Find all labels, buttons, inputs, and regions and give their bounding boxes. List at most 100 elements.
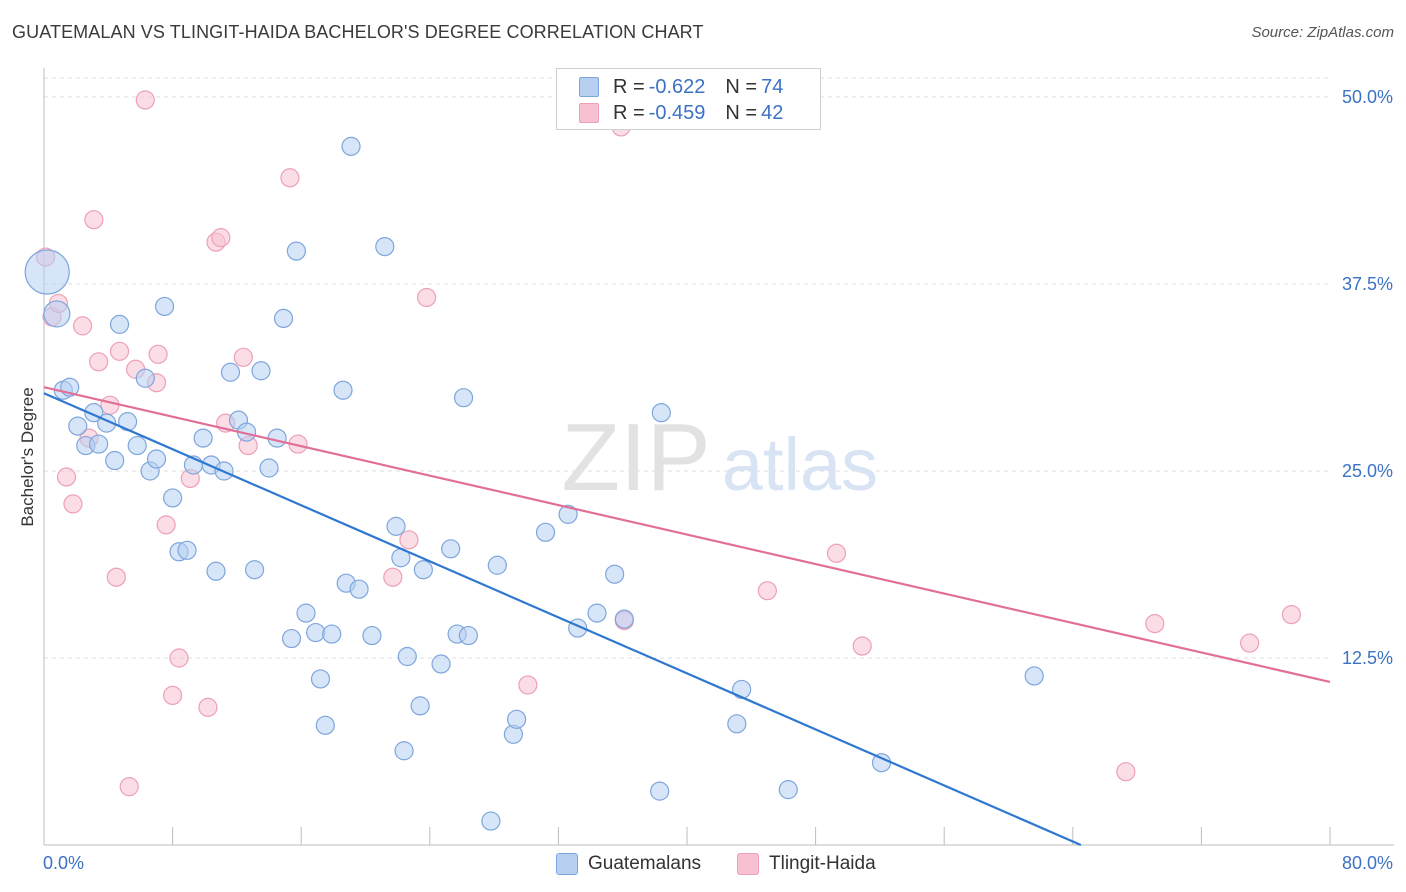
legend-n-value: 74 — [761, 75, 784, 98]
trend-lines — [43, 386, 1331, 847]
tlingit-haida-point — [148, 344, 168, 364]
guatemalans-point — [220, 362, 241, 382]
guatemalans-point — [127, 435, 147, 456]
x-tick-label: 0.0% — [43, 853, 84, 873]
tlingit-haida-point — [135, 90, 155, 110]
guatemalans-trend-line — [43, 392, 1082, 847]
guatemalans-point — [333, 380, 353, 400]
guatemalans-point — [315, 715, 335, 735]
bottom-legend-swatch-guatemalans — [556, 853, 578, 875]
tlingit-haida-point — [280, 168, 300, 188]
guatemalans-point — [362, 625, 382, 646]
tlingit-haida-point — [163, 685, 183, 706]
guatemalans-point — [177, 540, 197, 560]
tlingit-haida-point — [89, 352, 109, 372]
guatemalans-point — [587, 603, 607, 623]
y-axis-label: Bachelor's Degree — [18, 387, 37, 526]
guatemalans-point — [507, 709, 527, 729]
bottom-legend-swatch-tlingit — [737, 853, 759, 875]
guatemalans-point — [727, 714, 747, 734]
tlingit-haida-point — [383, 567, 403, 587]
guatemalans-point — [487, 555, 507, 575]
legend-r-value: -0.459 — [648, 101, 706, 124]
tlingit-haida-trend-line — [43, 386, 1331, 684]
legend-swatch-guatemalans — [579, 77, 599, 97]
guatemalans-point — [89, 434, 109, 454]
bottom-legend-label-tlingit: Tlingit-Haida — [769, 853, 876, 874]
tlingit-haida-point — [56, 467, 77, 487]
chart-title: GUATEMALAN VS TLINGIT-HAIDA BACHELOR'S D… — [12, 22, 704, 42]
tlingit-haida-point — [399, 530, 419, 550]
guatemalans-point — [375, 237, 395, 257]
guatemalans-point — [614, 609, 634, 629]
legend-row-guatemalans: R = -0.622 N = 74 — [579, 75, 783, 99]
tick-labels: 12.5% 25.0% 37.5% 50.0% 0.0% 80.0% — [43, 87, 1393, 873]
guatemalans-point — [1024, 666, 1044, 686]
watermark-zip: ZIP — [561, 404, 710, 511]
guatemalans-point — [732, 679, 752, 700]
guatemalans-point — [458, 625, 478, 646]
tlingit-haida-point — [84, 210, 104, 230]
guatemalans-point — [481, 811, 501, 831]
tlingit-haida-point — [72, 316, 93, 336]
guatemalans-point — [154, 296, 175, 317]
legend-row-tlingit: R = -0.459 N = 42 — [579, 101, 783, 125]
y-tick-label: 50.0% — [1342, 87, 1393, 107]
guatemalans-point — [146, 449, 167, 469]
guatemalans-point — [105, 450, 125, 471]
guatemalans-point — [259, 458, 279, 478]
tlingit-haida-point — [1145, 613, 1165, 634]
guatemalans-point — [394, 741, 414, 761]
guatemalans-point — [244, 560, 265, 580]
tlingit-haida-point — [119, 777, 139, 797]
tlingit-haida-point — [106, 567, 126, 587]
zipatlas-watermark: ZIP atlas — [561, 404, 878, 511]
guatemalans-point — [605, 564, 625, 584]
tlingit-haida-point — [233, 347, 253, 367]
guatemalans-point — [778, 780, 798, 800]
guatemalans-point — [349, 579, 369, 599]
legend-n-label: N = — [725, 101, 758, 124]
watermark-atlas: atlas — [722, 423, 878, 506]
guatemalans-point — [306, 622, 326, 643]
guatemalans-point — [341, 136, 361, 156]
tlingit-haida-point — [211, 228, 231, 248]
guatemalans-point — [24, 249, 70, 295]
legend-n-value: 42 — [761, 101, 784, 124]
series-guatemalans-points — [24, 136, 1044, 831]
tlingit-haida-point — [416, 287, 437, 308]
bottom-legend-tlingit: Tlingit-Haida — [737, 851, 876, 877]
tlingit-haida-point — [518, 675, 538, 695]
tlingit-haida-point — [109, 341, 130, 361]
tlingit-haida-point — [1281, 605, 1302, 625]
guatemalans-point — [650, 781, 670, 801]
guatemalans-point — [558, 504, 578, 524]
tlingit-haida-point — [1240, 633, 1260, 653]
tlingit-haida-point — [100, 395, 120, 415]
x-tick-label: 80.0% — [1342, 853, 1393, 873]
legend-n-label: N = — [725, 75, 758, 98]
guatemalans-point — [296, 603, 316, 623]
guatemalans-point — [535, 522, 556, 542]
guatemalans-point — [310, 669, 331, 689]
guatemalans-point — [206, 561, 226, 581]
bottom-legend-guatemalans: Guatemalans — [556, 851, 701, 877]
guatemalans-point — [386, 516, 406, 536]
legend-r-label: R = — [613, 101, 645, 124]
y-tick-label: 37.5% — [1342, 274, 1393, 294]
tlingit-haida-point — [1116, 762, 1136, 782]
guatemalans-point — [441, 539, 461, 559]
guatemalans-point — [651, 403, 671, 423]
legend-r-value: -0.622 — [648, 75, 706, 98]
legend-r-label: R = — [613, 75, 645, 98]
tlingit-haida-point — [156, 515, 176, 535]
guatemalans-point — [273, 308, 294, 329]
axes — [43, 68, 1394, 846]
bottom-legend-label-guatemalans: Guatemalans — [588, 853, 702, 874]
tlingit-haida-point — [826, 543, 847, 563]
tlingit-haida-point — [198, 697, 218, 717]
guatemalans-point — [410, 696, 430, 716]
stats-legend: R = -0.622 N = 74 R = -0.459 N = 42 — [556, 68, 821, 130]
